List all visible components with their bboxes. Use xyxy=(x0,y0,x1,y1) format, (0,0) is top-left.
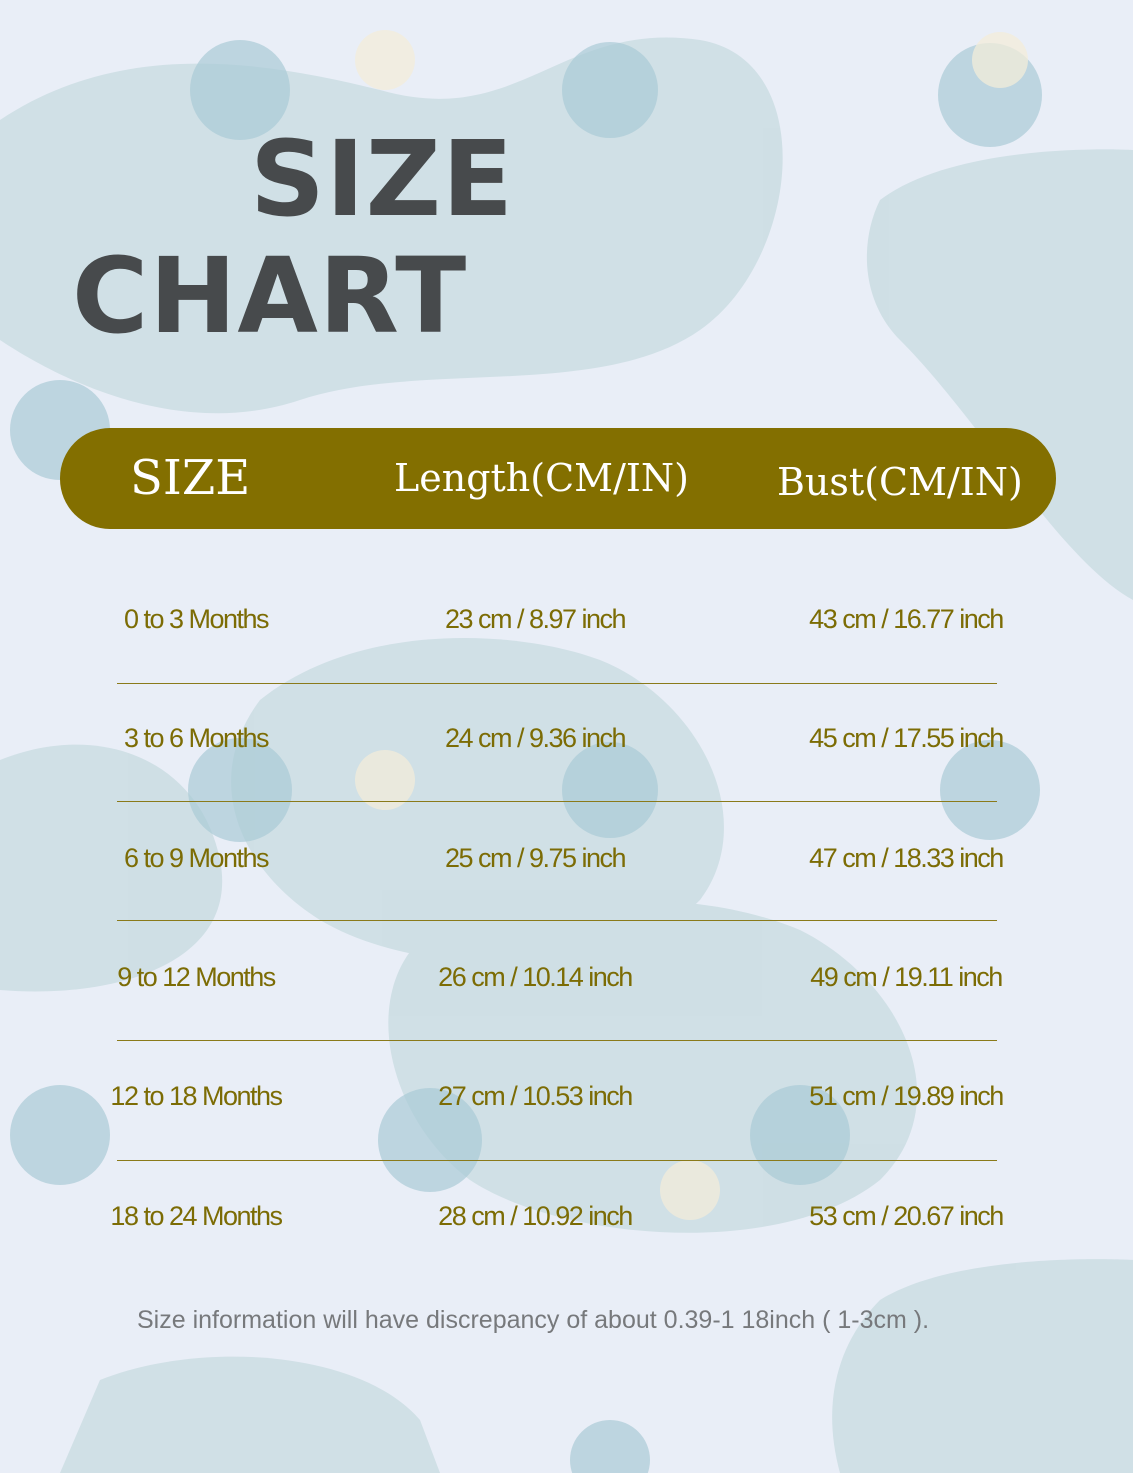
title-line-2: CHART xyxy=(72,235,468,357)
row-divider xyxy=(117,920,997,921)
row-divider xyxy=(117,1040,997,1041)
title-line-1: SIZE xyxy=(250,118,515,240)
length-cell: 26 cm / 10.14 inch xyxy=(438,962,633,992)
row-divider xyxy=(117,801,997,802)
table-row: 3 to 6 Months 24 cm / 9.36 inch 45 cm / … xyxy=(0,723,1133,763)
size-cell: 3 to 6 Months xyxy=(123,723,270,753)
size-cell: 9 to 12 Months xyxy=(117,962,276,992)
bust-cell: 43 cm / 16.77 inch xyxy=(809,604,1004,634)
row-divider xyxy=(117,1160,997,1161)
bust-cell: 49 cm / 19.11 inch xyxy=(810,962,1003,992)
bust-cell: 53 cm / 20.67 inch xyxy=(809,1201,1004,1231)
size-cell: 12 to 18 Months xyxy=(110,1081,283,1111)
bust-cell: 45 cm / 17.55 inch xyxy=(809,723,1004,753)
table-header: SIZE Length(CM/IN) Bust(CM/IN) xyxy=(60,428,1056,529)
length-cell: 27 cm / 10.53 inch xyxy=(438,1081,633,1111)
length-cell: 23 cm / 8.97 inch xyxy=(444,604,627,634)
header-size: SIZE xyxy=(130,450,251,506)
length-cell: 28 cm / 10.92 inch xyxy=(438,1201,633,1231)
discrepancy-note: Size information will have discrepancy o… xyxy=(137,1306,930,1334)
header-length: Length(CM/IN) xyxy=(394,456,689,500)
length-cell: 24 cm / 9.36 inch xyxy=(444,723,627,753)
table-row: 18 to 24 Months 28 cm / 10.92 inch 53 cm… xyxy=(0,1201,1133,1241)
size-cell: 0 to 3 Months xyxy=(123,604,270,634)
header-bust: Bust(CM/IN) xyxy=(777,460,1023,504)
table-row: 9 to 12 Months 26 cm / 10.14 inch 49 cm … xyxy=(0,962,1133,1002)
bust-cell: 47 cm / 18.33 inch xyxy=(809,843,1004,873)
size-cell: 6 to 9 Months xyxy=(123,843,270,873)
table-row: 0 to 3 Months 23 cm / 8.97 inch 43 cm / … xyxy=(0,604,1133,644)
table-row: 6 to 9 Months 25 cm / 9.75 inch 47 cm / … xyxy=(0,843,1133,883)
length-cell: 25 cm / 9.75 inch xyxy=(444,843,627,873)
row-divider xyxy=(117,683,997,684)
table-row: 12 to 18 Months 27 cm / 10.53 inch 51 cm… xyxy=(0,1081,1133,1121)
bust-cell: 51 cm / 19.89 inch xyxy=(809,1081,1004,1111)
size-cell: 18 to 24 Months xyxy=(110,1201,283,1231)
